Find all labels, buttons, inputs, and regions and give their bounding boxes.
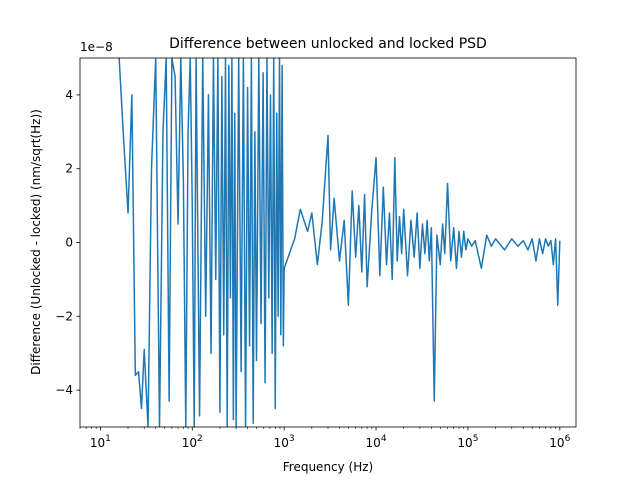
y-axis-ticks: −4 −2 0 2 4 — [55, 88, 80, 397]
y-tick-label: 0 — [65, 236, 73, 250]
series-line — [118, 58, 561, 427]
x-axis-ticks: 101 102 103 104 105 106 — [79, 427, 571, 450]
y-offset-label: 1e−8 — [80, 40, 113, 54]
x-tick-label: 104 — [366, 434, 387, 450]
y-tick-label: −4 — [55, 383, 73, 397]
y-tick-label: 4 — [65, 88, 73, 102]
x-tick-label: 106 — [549, 434, 570, 450]
x-tick-label: 105 — [457, 434, 478, 450]
y-axis-label: Difference (Unlocked - locked) (nm/sqrt(… — [29, 109, 43, 375]
chart-title: Difference between unlocked and locked P… — [169, 36, 487, 52]
y-tick-label: 2 — [65, 162, 73, 176]
x-tick-label: 101 — [90, 434, 111, 450]
x-tick-label: 102 — [182, 434, 203, 450]
x-tick-label: 103 — [274, 434, 295, 450]
y-tick-label: −2 — [55, 309, 73, 323]
x-axis-label: Frequency (Hz) — [283, 460, 374, 474]
plot-frame — [79, 57, 577, 428]
